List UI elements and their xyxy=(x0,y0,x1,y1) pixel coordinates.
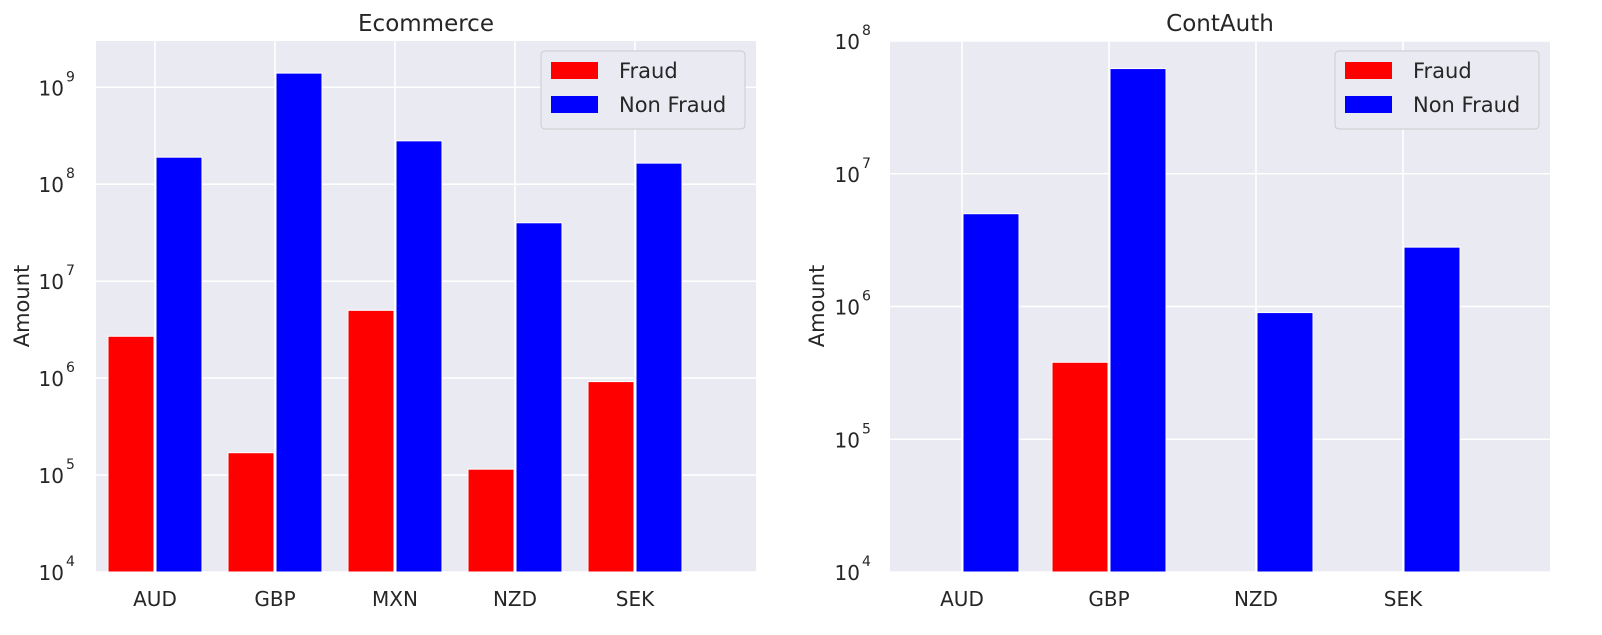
bar-non-fraud-sek xyxy=(635,162,683,573)
y-tick-label: 10 8 xyxy=(835,23,871,54)
bar-non-fraud-sek xyxy=(1403,246,1461,573)
y-tick-exponent: 7 xyxy=(66,263,75,279)
bar-non-fraud-aud xyxy=(155,156,203,573)
x-tick-label-mxn: MXN xyxy=(372,587,418,611)
legend: Fraud Non Fraud xyxy=(540,50,746,130)
x-tick-label-aud: AUD xyxy=(940,587,984,611)
bar-fraud-mxn xyxy=(347,309,395,573)
x-tick-labels: AUD GBP NZD SEK xyxy=(940,587,1423,611)
y-tick-base: 10 xyxy=(835,561,860,585)
y-tick-exponent: 5 xyxy=(66,457,75,473)
x-tick-label-gbp: GBP xyxy=(1088,587,1129,611)
chart-title: Ecommerce xyxy=(358,11,494,37)
y-tick-exponent: 8 xyxy=(862,23,871,39)
bar-non-fraud-aud xyxy=(962,213,1020,573)
y-tick-exponent: 8 xyxy=(66,166,75,182)
chart-title: ContAuth xyxy=(1166,11,1274,37)
y-tick-base: 10 xyxy=(39,367,64,391)
y-tick-label: 10 4 xyxy=(39,554,75,585)
x-tick-label-nzd: NZD xyxy=(1234,587,1278,611)
bar-non-fraud-mxn xyxy=(395,140,443,573)
y-tick-base: 10 xyxy=(835,163,860,187)
y-tick-exponent: 6 xyxy=(66,360,75,376)
x-tick-labels: AUD GBP MXN NZD SEK xyxy=(133,587,655,611)
bar-non-fraud-nzd xyxy=(1256,312,1314,573)
y-tick-exponent: 5 xyxy=(862,421,871,437)
y-tick-label: 10 7 xyxy=(39,263,75,294)
legend-swatch-non-fraud xyxy=(1345,96,1392,113)
bar-fraud-aud xyxy=(107,335,155,573)
bar-non-fraud-gbp xyxy=(1109,68,1167,573)
x-tick-label-sek: SEK xyxy=(616,587,655,611)
legend: Fraud Non Fraud xyxy=(1334,50,1540,130)
legend-label-fraud: Fraud xyxy=(619,59,678,83)
y-tick-label: 10 4 xyxy=(835,554,871,585)
x-tick-label-aud: AUD xyxy=(133,587,177,611)
bar-fraud-gbp xyxy=(227,452,275,573)
y-tick-label: 10 5 xyxy=(39,457,75,488)
y-tick-base: 10 xyxy=(835,428,860,452)
bar-non-fraud-nzd xyxy=(515,222,563,573)
bar-fraud-sek xyxy=(587,381,635,573)
legend-label-fraud: Fraud xyxy=(1413,59,1472,83)
y-tick-base: 10 xyxy=(39,173,64,197)
y-tick-label: 10 8 xyxy=(39,166,75,197)
y-tick-exponent: 7 xyxy=(862,156,871,172)
y-tick-exponent: 4 xyxy=(66,554,75,570)
x-tick-label-gbp: GBP xyxy=(254,587,295,611)
y-tick-base: 10 xyxy=(39,561,64,585)
legend-swatch-non-fraud xyxy=(551,96,598,113)
y-tick-base: 10 xyxy=(835,296,860,320)
y-tick-label: 10 6 xyxy=(39,360,75,391)
bar-fraud-nzd xyxy=(467,468,515,573)
bars xyxy=(107,72,683,573)
bars xyxy=(962,68,1461,573)
y-tick-label: 10 6 xyxy=(835,289,871,320)
y-tick-exponent: 6 xyxy=(862,289,871,305)
y-tick-label: 10 9 xyxy=(39,69,75,100)
y-tick-label: 10 5 xyxy=(835,421,871,452)
x-tick-label-nzd: NZD xyxy=(493,587,537,611)
bar-non-fraud-gbp xyxy=(275,72,323,573)
x-tick-label-sek: SEK xyxy=(1384,587,1423,611)
y-tick-base: 10 xyxy=(39,464,64,488)
y-axis-label: Amount xyxy=(10,265,34,348)
legend-label-non-fraud: Non Fraud xyxy=(1413,93,1520,117)
bar-fraud-gbp xyxy=(1051,361,1109,573)
legend-swatch-fraud xyxy=(1345,62,1392,79)
y-tick-label: 10 7 xyxy=(835,156,871,187)
legend-label-non-fraud: Non Fraud xyxy=(619,93,726,117)
y-tick-exponent: 9 xyxy=(66,69,75,85)
y-axis-label: Amount xyxy=(805,265,829,348)
y-tick-exponent: 4 xyxy=(862,554,871,570)
y-tick-base: 10 xyxy=(39,270,64,294)
y-tick-base: 10 xyxy=(39,76,64,100)
y-tick-base: 10 xyxy=(835,30,860,54)
legend-swatch-fraud xyxy=(551,62,598,79)
